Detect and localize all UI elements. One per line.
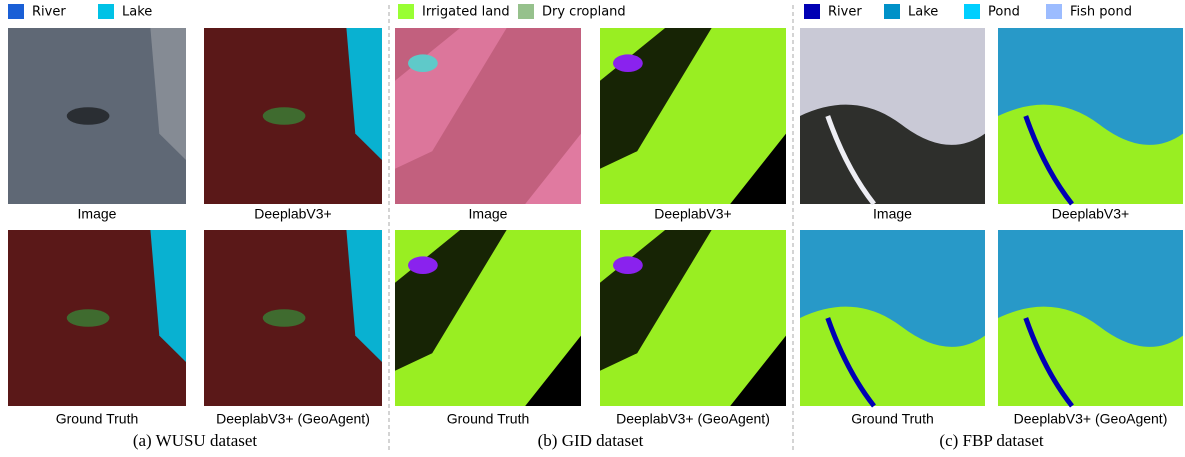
image-caption: DeeplabV3+ [1052,206,1129,222]
legend-swatch [804,4,820,19]
legend-swatch [398,4,414,19]
image-caption: Image [78,206,117,222]
legend-swatch [884,4,900,19]
legend-label: Irrigated land [422,5,510,20]
legend-swatch [1046,4,1062,19]
image-region [408,54,438,72]
image-region [408,256,438,274]
image-caption: Ground Truth [447,411,530,427]
legend-label: Lake [908,5,938,20]
panel-caption: (b) GID dataset [538,431,644,450]
image-region [67,309,110,327]
image-caption: Ground Truth [851,411,934,427]
image-caption: DeeplabV3+ [254,206,331,222]
image-caption: DeeplabV3+ (GeoAgent) [1014,411,1168,427]
legend-label: River [32,5,66,20]
figure: River Lake Image DeeplabV3+ Ground Truth Deep… [0,0,1185,457]
panel-caption: (a) WUSU dataset [133,431,258,450]
image-region [613,256,643,274]
image-caption: DeeplabV3+ (GeoAgent) [216,411,370,427]
legend-swatch [8,4,24,19]
image-caption: DeeplabV3+ (GeoAgent) [616,411,770,427]
panel-caption: (c) FBP dataset [939,431,1043,450]
legend-label: Lake [122,5,152,20]
image-region [263,309,306,327]
image-caption: Image [873,206,912,222]
legend-label: Dry cropland [542,5,626,20]
image-region [263,107,306,125]
image-caption: Ground Truth [56,411,139,427]
legend-swatch [964,4,980,19]
image-caption: DeeplabV3+ [654,206,731,222]
legend-swatch [518,4,534,19]
image-region [613,54,643,72]
image-caption: Image [469,206,508,222]
legend-swatch [98,4,114,19]
legend-label: Fish pond [1070,5,1132,20]
legend-label: River [828,5,862,20]
image-region [67,107,110,125]
legend-label: Pond [988,5,1020,20]
